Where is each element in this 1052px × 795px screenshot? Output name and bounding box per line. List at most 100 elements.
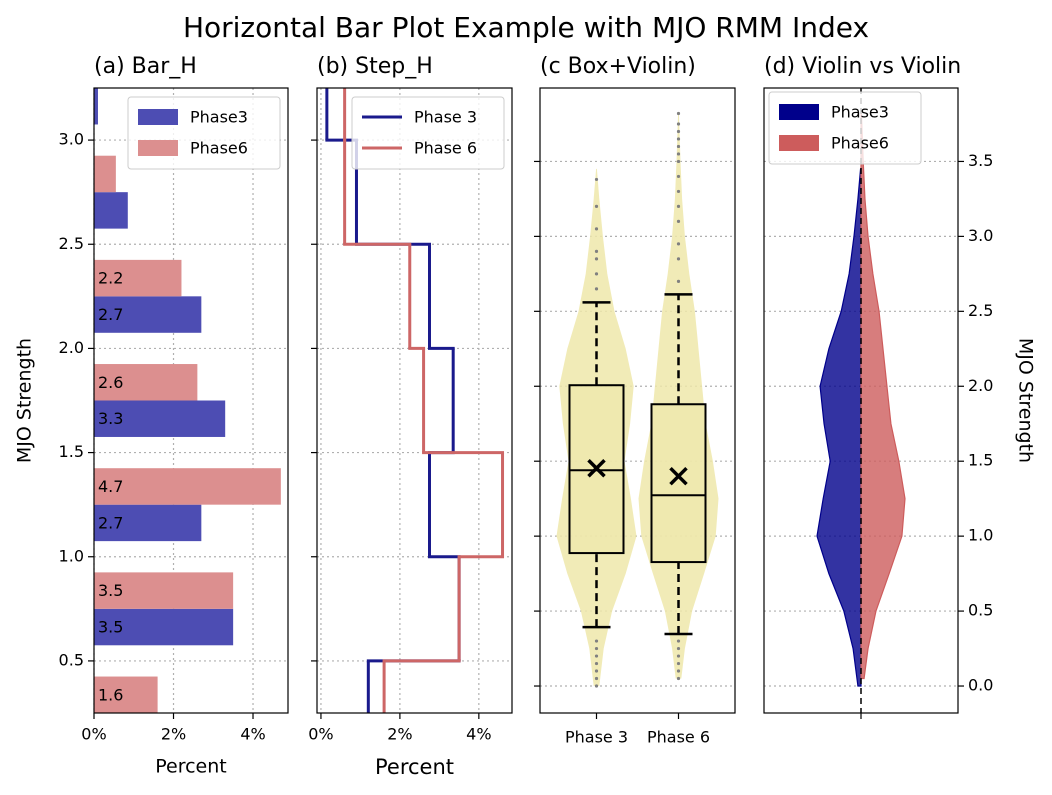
y-tick-label: 3.0	[59, 130, 84, 149]
y-tick-label: 3.5	[968, 151, 993, 170]
value-label: 2.2	[98, 269, 123, 288]
panel-title: (d) Violin vs Violin	[764, 54, 961, 79]
x-tick-label: 0%	[81, 725, 106, 744]
flier	[594, 249, 599, 253]
legend-label: Phase 3	[414, 108, 477, 127]
bar	[94, 88, 98, 125]
flier	[676, 159, 681, 164]
legend-label: Phase3	[831, 103, 889, 122]
box	[650, 403, 707, 564]
y-axis-label: MJO Strength	[1015, 338, 1037, 463]
flier	[676, 654, 681, 658]
value-label: 1.6	[98, 685, 123, 704]
bar	[94, 192, 128, 229]
bar	[94, 259, 182, 297]
y-tick-label: 1.0	[968, 526, 993, 545]
flier	[594, 639, 599, 643]
plot-area: 3.5 2.7 3.3 2.7 1.6 3.5 4.7 2.6 2.2	[94, 88, 281, 713]
plot-area	[325, 88, 505, 713]
flier	[676, 137, 681, 141]
value-label: 2.7	[98, 305, 123, 324]
flier	[594, 287, 599, 291]
x-tick-label: 4%	[466, 725, 491, 744]
flier	[676, 129, 681, 134]
bar	[94, 155, 116, 193]
bar	[94, 364, 198, 401]
value-label: 3.3	[98, 409, 123, 428]
x-tick-label: Phase 3	[565, 728, 628, 747]
x-tick-label: 2%	[161, 725, 186, 744]
flier	[676, 122, 681, 126]
y-tick-label: 2.0	[59, 338, 84, 357]
mean-marker	[669, 466, 688, 486]
flier	[676, 676, 681, 681]
flier	[594, 661, 599, 666]
y-tick-label: 0.0	[968, 676, 993, 695]
flier	[676, 144, 681, 149]
flier	[594, 684, 599, 688]
flier	[676, 646, 681, 651]
flier	[676, 111, 681, 116]
x-tick-label: 4%	[240, 725, 265, 744]
flier	[676, 279, 681, 283]
flier	[594, 654, 599, 658]
y-axis-label: MJO Strength	[14, 338, 36, 463]
y-tick-label: 2.5	[59, 234, 84, 253]
flier	[676, 257, 681, 261]
legend-label: Phase6	[190, 139, 248, 158]
panel-title: (b) Step_H	[317, 54, 433, 79]
y-tick-label: 1.5	[59, 442, 84, 461]
flier	[676, 204, 681, 209]
legend: Phase 3 Phase 6	[351, 96, 505, 170]
flier	[594, 204, 599, 209]
axes-frame	[316, 87, 513, 714]
panel-title: (a) Bar_H	[94, 54, 197, 79]
plot-area	[816, 88, 906, 713]
y-tick-label: 2.0	[968, 376, 993, 395]
y-tick-label: 2.5	[968, 301, 993, 320]
bar	[94, 572, 234, 609]
bar	[94, 608, 234, 646]
bar	[94, 504, 202, 542]
legend-swatch	[138, 109, 178, 125]
axes-frame	[93, 87, 289, 714]
value-label: 3.5	[98, 618, 123, 637]
bar	[94, 400, 226, 437]
flier	[676, 661, 681, 666]
flier	[594, 646, 599, 651]
x-tick-label: 0%	[308, 725, 333, 744]
flier	[676, 242, 681, 246]
flier	[676, 152, 681, 156]
flier	[676, 189, 681, 194]
y-tick-label: 0.5	[968, 601, 993, 620]
flier	[594, 669, 599, 673]
flier	[676, 639, 681, 643]
bar	[94, 676, 158, 713]
flier	[594, 177, 599, 182]
bar	[94, 468, 281, 505]
axes-frame	[763, 87, 959, 714]
legend-label: Phase3	[190, 108, 248, 127]
flier	[594, 272, 599, 276]
legend-label: Phase6	[831, 134, 889, 153]
legend-box	[351, 96, 505, 170]
legend: Phase3 Phase6	[127, 96, 281, 170]
y-tick-label: 1.0	[59, 546, 84, 565]
flier	[594, 257, 599, 261]
value-label: 2.6	[98, 373, 123, 392]
y-tick-label: 3.0	[968, 226, 993, 245]
x-axis-label: Percent	[155, 756, 227, 778]
x-tick-label: 2%	[387, 725, 412, 744]
y-tick-label: 1.5	[968, 451, 993, 470]
plot-area	[556, 111, 719, 688]
value-label: 4.7	[98, 477, 123, 496]
bar	[94, 296, 202, 333]
panel: 0.0 0.5 1.0 1.5 2.0 2.5 3.0 3.5 (d) Violin vs Vi…	[763, 54, 1037, 719]
flier	[594, 227, 599, 231]
value-label: 2.7	[98, 513, 123, 532]
legend: Phase3 Phase6	[768, 91, 922, 165]
panel: 3.5 2.7 3.3 2.7 1.6 3.5 4.7 2.6 2.2 0.5 1.0 1.5 2.0 2…	[14, 54, 289, 778]
x-axis-label: Percent	[375, 755, 454, 779]
panel: (c Box+Violin) Phase 3 Phase 6	[534, 54, 736, 747]
